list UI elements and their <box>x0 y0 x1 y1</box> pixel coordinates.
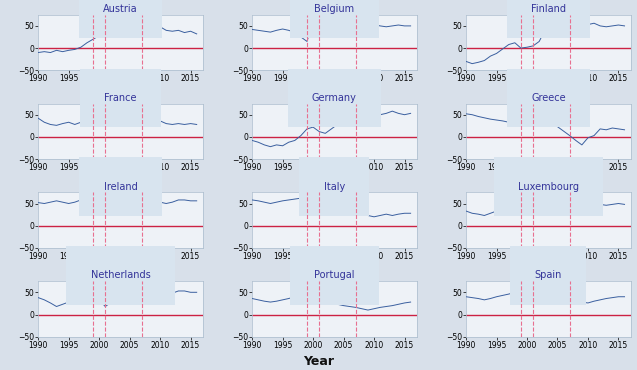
Title: Luxembourg: Luxembourg <box>518 182 579 192</box>
Title: Greece: Greece <box>531 93 566 103</box>
Text: Year: Year <box>303 355 334 368</box>
Title: Belgium: Belgium <box>315 4 354 14</box>
Title: France: France <box>104 93 137 103</box>
Title: Italy: Italy <box>324 182 345 192</box>
Title: Portugal: Portugal <box>314 270 355 280</box>
Title: Austria: Austria <box>103 4 138 14</box>
Title: Spain: Spain <box>534 270 562 280</box>
Title: Ireland: Ireland <box>104 182 138 192</box>
Title: Finland: Finland <box>531 4 566 14</box>
Title: Germany: Germany <box>312 93 357 103</box>
Title: Netherlands: Netherlands <box>90 270 150 280</box>
